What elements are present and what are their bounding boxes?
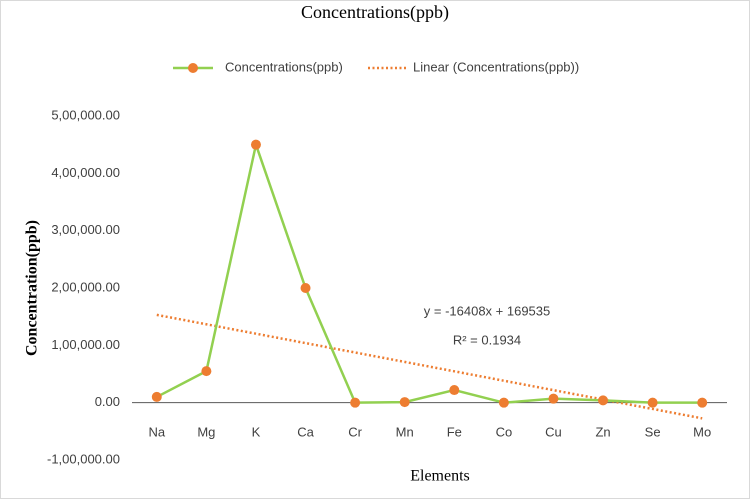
data-point <box>399 397 410 408</box>
data-point <box>449 385 460 396</box>
data-point <box>350 397 361 408</box>
data-point <box>548 393 559 404</box>
y-tick-label: 0.00 <box>95 394 120 409</box>
y-tick-label: -1,00,000.00 <box>47 451 120 466</box>
data-point <box>201 366 212 377</box>
data-point <box>250 139 261 150</box>
x-tick-label: Se <box>645 424 661 439</box>
y-tick-label: 3,00,000.00 <box>51 222 120 237</box>
data-point <box>151 391 162 402</box>
x-tick-label: Mn <box>396 424 414 439</box>
x-tick-label: Mo <box>693 424 711 439</box>
y-tick-label: 2,00,000.00 <box>51 279 120 294</box>
legend-label: Linear (Concentrations(ppb)) <box>413 59 579 74</box>
x-tick-label: Co <box>496 424 513 439</box>
legend-label: Concentrations(ppb) <box>225 59 343 74</box>
data-point <box>697 397 708 408</box>
x-axis-title: Elements <box>410 468 470 485</box>
y-axis-title: Concentration(ppb) <box>24 220 41 356</box>
trendline-equation: y = -16408x + 169535 <box>424 303 551 318</box>
legend-marker <box>188 63 198 73</box>
x-tick-label: Fe <box>447 424 462 439</box>
data-point <box>598 395 609 406</box>
x-tick-label: Ca <box>297 424 314 439</box>
x-tick-label: K <box>252 424 261 439</box>
trendline-r2: R² = 0.1934 <box>453 332 521 347</box>
chart-title: Concentrations(ppb) <box>301 2 449 23</box>
data-point <box>498 397 509 408</box>
x-tick-label: Zn <box>595 424 610 439</box>
y-tick-label: 1,00,000.00 <box>51 337 120 352</box>
x-tick-label: Na <box>148 424 165 439</box>
x-tick-label: Mg <box>197 424 215 439</box>
x-tick-label: Cr <box>348 424 362 439</box>
x-tick-label: Cu <box>545 424 562 439</box>
y-tick-label: 4,00,000.00 <box>51 165 120 180</box>
data-point <box>647 397 658 408</box>
y-tick-label: 5,00,000.00 <box>51 107 120 122</box>
series-line <box>156 140 703 404</box>
data-point <box>300 283 311 293</box>
